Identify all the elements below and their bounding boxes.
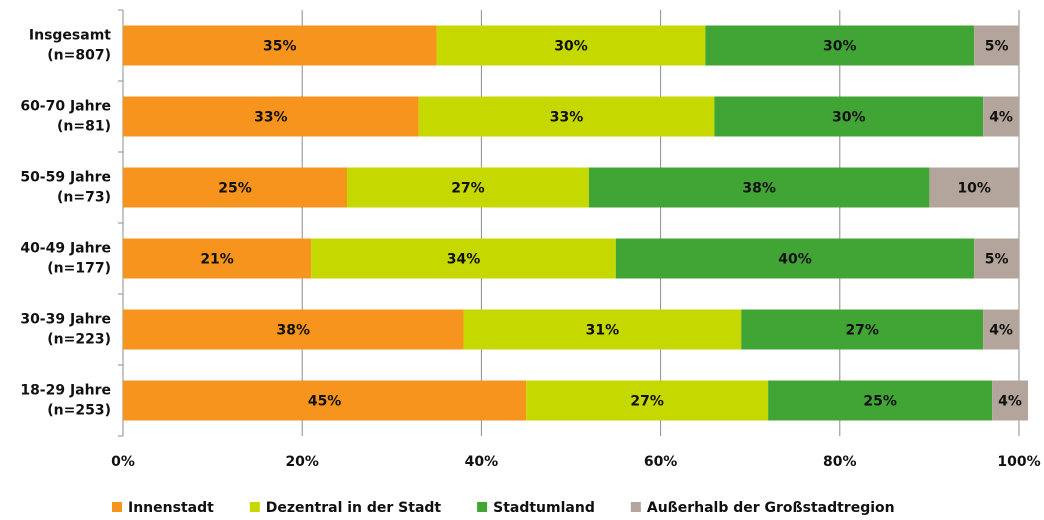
data-label: 4% (989, 323, 1013, 339)
bar-segment (983, 309, 1019, 350)
bar-segment (741, 309, 984, 350)
legend-swatch (630, 502, 641, 512)
data-label: 38% (276, 323, 310, 339)
data-label: 25% (218, 181, 252, 197)
x-tick-label: 40% (465, 454, 499, 470)
bar-segment (929, 167, 1019, 208)
bar-segment (992, 380, 1028, 421)
x-tick-label: 60% (644, 454, 678, 470)
bar-segment (705, 25, 975, 66)
legend-swatch (249, 502, 260, 512)
bar-segment (123, 96, 419, 137)
x-tick-label: 20% (285, 454, 319, 470)
data-label: 27% (845, 323, 879, 339)
bar-segment (123, 167, 347, 208)
y-tick-label: 30-39 Jahre (20, 312, 111, 328)
legend-swatch (477, 502, 488, 512)
data-label: 25% (863, 394, 897, 410)
bar-segment (123, 238, 312, 279)
bar-segment (768, 380, 993, 421)
bar-segment (123, 25, 437, 66)
data-label: 4% (989, 110, 1013, 126)
y-tick-label: 50-59 Jahre (20, 170, 111, 186)
legend-label: Dezentral in der Stadt (266, 500, 442, 516)
bar-segment (974, 238, 1019, 279)
data-label: 38% (742, 181, 776, 197)
bar-segment (436, 25, 706, 66)
x-tick-label: 0% (111, 454, 135, 470)
y-tick-label: 18-29 Jahre (20, 383, 111, 399)
data-label: 40% (778, 252, 812, 268)
bar-segment (974, 25, 1019, 66)
y-tick-label: (n=177) (47, 261, 111, 277)
y-tick-label: (n=253) (47, 403, 111, 419)
data-label: 34% (447, 252, 481, 268)
y-tick-label: (n=223) (47, 332, 111, 348)
data-label: 21% (200, 252, 234, 268)
data-label: 5% (985, 39, 1009, 55)
bar-segment (588, 167, 930, 208)
data-label: 27% (451, 181, 485, 197)
y-tick-label: 60-70 Jahre (20, 99, 111, 115)
bar-segment (311, 238, 616, 279)
y-tick-label: 40-49 Jahre (20, 241, 111, 257)
bar-segment (983, 96, 1019, 137)
bar-segment (615, 238, 975, 279)
data-label: 31% (586, 323, 620, 339)
data-label: 4% (998, 394, 1022, 410)
bar-segment (123, 309, 464, 350)
legend-label: Stadtumland (493, 500, 595, 516)
data-label: 10% (957, 181, 991, 197)
data-label: 33% (550, 110, 584, 126)
data-label: 30% (832, 110, 866, 126)
bar-segment (123, 380, 527, 421)
bar-segment (418, 96, 715, 137)
y-tick-label: (n=81) (57, 119, 111, 135)
y-tick-label: (n=73) (57, 190, 111, 206)
bar-segment (714, 96, 984, 137)
legend-swatch (112, 502, 122, 512)
data-label: 30% (823, 39, 857, 55)
data-label: 35% (263, 39, 297, 55)
x-tick-label: 100% (997, 454, 1040, 470)
bar-segment (463, 309, 742, 350)
data-label: 33% (254, 110, 288, 126)
data-label: 45% (308, 394, 342, 410)
legend-label: Innenstadt (128, 500, 214, 516)
x-tick-label: 80% (823, 454, 857, 470)
data-label: 5% (985, 252, 1009, 268)
bar-segment (526, 380, 769, 421)
y-tick-label: (n=807) (47, 48, 111, 64)
legend-label: Außerhalb der Großstadtregion (647, 500, 895, 516)
bar-segment (347, 167, 589, 208)
y-tick-label: Insgesamt (29, 28, 111, 44)
data-label: 27% (630, 394, 664, 410)
data-label: 30% (554, 39, 588, 55)
